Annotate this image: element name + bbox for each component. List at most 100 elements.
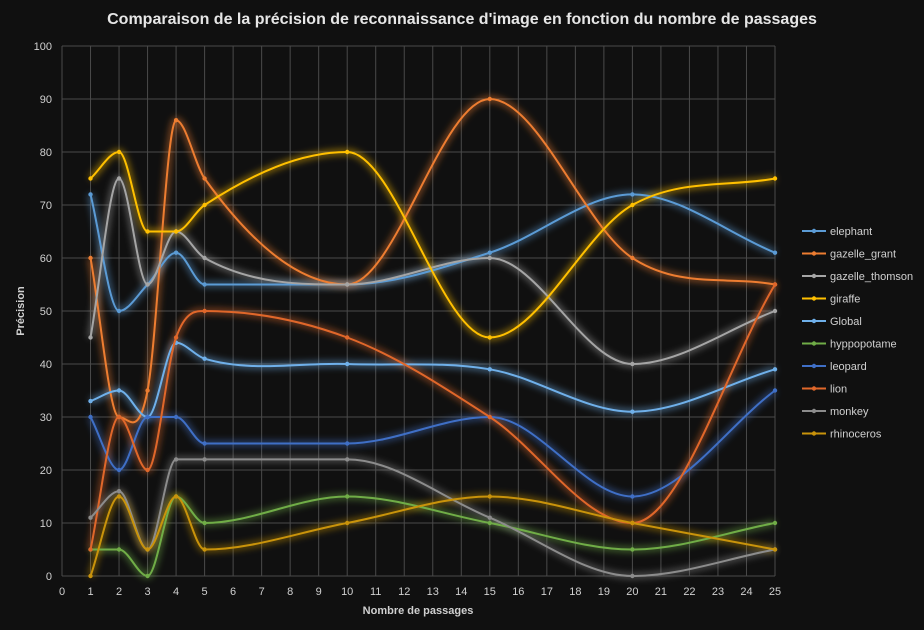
y-tick-label: 90 <box>40 94 52 106</box>
x-tick-label: 17 <box>541 586 553 598</box>
data-point <box>173 118 179 123</box>
legend: elephant gazelle_grant gazelle_thomsongira… <box>802 226 913 441</box>
data-point <box>88 398 93 404</box>
legend-label: leopard <box>830 361 867 373</box>
legend-label: gazelle_thomson <box>830 271 913 283</box>
data-point <box>630 255 635 261</box>
data-point <box>116 467 122 473</box>
data-point <box>202 547 207 552</box>
x-tick-label: 20 <box>626 586 638 598</box>
x-axis-title: Nombre de passages <box>363 605 474 617</box>
legend-label: lion <box>830 384 847 396</box>
legend-marker <box>811 273 817 279</box>
legend-item-hyppopotame: hyppopotame <box>802 339 897 351</box>
legend-marker <box>811 341 817 346</box>
data-point <box>88 192 93 197</box>
data-point <box>202 356 207 361</box>
data-point <box>88 414 93 420</box>
x-tick-label: 7 <box>259 586 265 598</box>
y-tick-label: 30 <box>40 412 52 424</box>
legend-label: elephant <box>830 226 872 238</box>
data-point <box>772 282 778 287</box>
y-axis-ticks: 0 10 20 30 40 50 60 70 80 90 100 <box>34 41 52 583</box>
x-tick-label: 12 <box>398 586 410 598</box>
legend-item-lion: lion <box>802 384 847 396</box>
x-tick-label: 23 <box>712 586 724 598</box>
data-point <box>345 520 350 526</box>
data-point <box>487 414 492 420</box>
legend-label: hyppopotame <box>830 339 897 351</box>
data-point <box>116 494 122 499</box>
data-point <box>173 494 179 499</box>
legend-label: gazelle_grant <box>830 249 896 261</box>
data-point <box>487 255 492 261</box>
data-point <box>116 388 122 393</box>
data-point <box>487 96 492 102</box>
legend-marker <box>811 251 817 256</box>
data-point <box>173 229 179 234</box>
legend-label: Global <box>830 316 862 328</box>
legend-label: rhinoceros <box>830 429 882 441</box>
x-tick-label: 24 <box>740 586 752 598</box>
legend-item-elephant: elephant <box>802 226 872 238</box>
series-line-Global <box>90 341 776 419</box>
data-point <box>772 520 778 526</box>
legend-item-rhinoceros: rhinoceros <box>802 429 882 441</box>
data-point <box>487 367 492 372</box>
data-point <box>630 573 635 579</box>
data-point <box>345 335 350 340</box>
data-point <box>630 202 635 208</box>
data-point <box>630 547 635 552</box>
data-point <box>345 149 350 155</box>
legend-item-monkey: monkey <box>802 406 869 418</box>
data-point <box>487 494 492 499</box>
data-point <box>772 547 778 552</box>
x-tick-label: 1 <box>87 586 93 598</box>
y-tick-label: 50 <box>40 306 52 318</box>
legend-item-gazelle_grant: gazelle_grant <box>802 249 896 261</box>
data-point <box>88 515 93 520</box>
data-point <box>173 414 179 420</box>
x-tick-label: 8 <box>287 586 293 598</box>
legend-marker <box>811 363 817 369</box>
data-point <box>145 547 150 552</box>
data-point <box>145 573 150 579</box>
data-point <box>202 202 207 208</box>
data-point <box>772 176 778 181</box>
legend-marker <box>811 386 817 391</box>
legend-marker <box>811 228 817 234</box>
data-point <box>145 414 150 420</box>
data-point <box>345 361 350 367</box>
series-line-gazelle_thomson <box>89 177 776 366</box>
data-point <box>630 192 635 197</box>
series-line-elephant <box>89 193 776 313</box>
chart-title: Comparaison de la précision de reconnais… <box>107 11 817 28</box>
data-point <box>630 409 635 414</box>
data-point <box>345 494 350 499</box>
data-point <box>116 547 122 552</box>
data-point <box>88 255 93 261</box>
series-line-rhinoceros <box>89 495 776 577</box>
data-point <box>202 282 207 287</box>
y-axis-title: Précision <box>15 286 27 336</box>
data-point <box>116 414 122 420</box>
data-point <box>202 457 207 462</box>
data-point <box>345 282 350 287</box>
data-point <box>145 282 150 287</box>
data-point <box>116 149 122 155</box>
data-point <box>487 335 492 340</box>
x-tick-label: 6 <box>230 586 236 598</box>
data-point <box>173 250 179 255</box>
y-tick-label: 80 <box>40 147 52 159</box>
data-point <box>202 255 207 261</box>
x-tick-label: 16 <box>512 586 524 598</box>
legend-label: giraffe <box>830 294 860 306</box>
y-tick-label: 70 <box>40 200 52 212</box>
x-tick-label: 18 <box>569 586 581 598</box>
data-point <box>202 176 207 181</box>
data-point <box>88 335 93 340</box>
data-point <box>772 250 778 255</box>
x-tick-label: 0 <box>59 586 65 598</box>
data-point <box>772 367 778 372</box>
x-tick-label: 5 <box>202 586 208 598</box>
